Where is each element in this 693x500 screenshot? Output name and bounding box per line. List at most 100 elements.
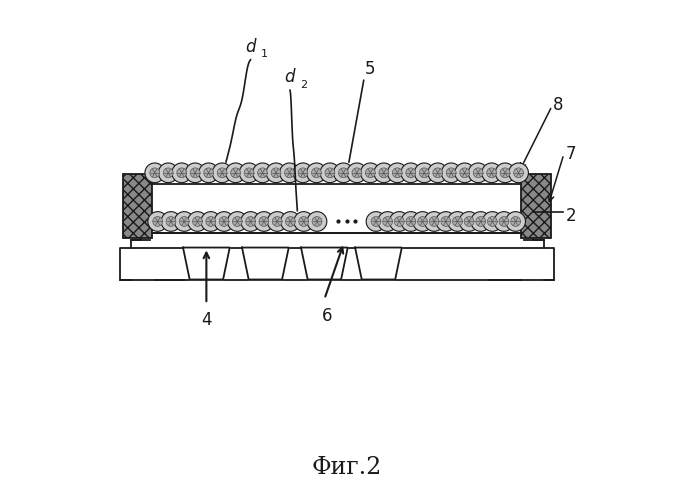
Bar	[521, 174, 550, 238]
Circle shape	[227, 212, 247, 232]
Circle shape	[320, 163, 340, 182]
Circle shape	[428, 163, 448, 182]
Circle shape	[494, 212, 514, 232]
Text: 6: 6	[322, 306, 332, 324]
Circle shape	[244, 168, 254, 177]
Circle shape	[246, 216, 256, 226]
Circle shape	[455, 163, 475, 182]
Circle shape	[179, 216, 189, 226]
Circle shape	[201, 212, 220, 232]
Circle shape	[459, 212, 479, 232]
Circle shape	[159, 163, 178, 182]
Circle shape	[333, 163, 353, 182]
Text: 5: 5	[365, 60, 376, 78]
Polygon shape	[242, 248, 289, 280]
Circle shape	[212, 163, 232, 182]
Circle shape	[166, 216, 176, 226]
Text: Фиг.2: Фиг.2	[311, 456, 382, 478]
Circle shape	[177, 168, 186, 177]
Circle shape	[392, 168, 402, 177]
Circle shape	[379, 168, 389, 177]
Polygon shape	[183, 248, 229, 280]
Text: d: d	[245, 38, 256, 56]
Bar	[150, 184, 523, 233]
Bar	[123, 174, 152, 238]
Circle shape	[150, 168, 159, 177]
Circle shape	[306, 163, 326, 182]
Text: 7: 7	[565, 145, 576, 163]
Circle shape	[338, 168, 349, 177]
Circle shape	[514, 168, 523, 177]
Text: d: d	[284, 68, 295, 86]
Circle shape	[285, 168, 295, 177]
Circle shape	[406, 216, 416, 226]
Circle shape	[374, 163, 394, 182]
Circle shape	[272, 216, 282, 226]
Circle shape	[232, 216, 243, 226]
Circle shape	[299, 216, 308, 226]
Circle shape	[164, 168, 173, 177]
Circle shape	[394, 216, 404, 226]
Circle shape	[441, 163, 461, 182]
Circle shape	[298, 168, 308, 177]
Circle shape	[446, 168, 456, 177]
Circle shape	[188, 212, 207, 232]
Circle shape	[486, 168, 497, 177]
Text: 8: 8	[553, 96, 563, 114]
Circle shape	[161, 212, 181, 232]
Circle shape	[312, 216, 322, 226]
Circle shape	[495, 163, 515, 182]
Circle shape	[148, 212, 168, 232]
Polygon shape	[301, 248, 348, 280]
Circle shape	[500, 168, 510, 177]
Circle shape	[307, 212, 327, 232]
Circle shape	[459, 168, 470, 177]
Circle shape	[424, 212, 444, 232]
Circle shape	[378, 212, 398, 232]
Circle shape	[506, 212, 525, 232]
Circle shape	[293, 163, 313, 182]
Circle shape	[239, 163, 259, 182]
Circle shape	[482, 212, 502, 232]
Circle shape	[487, 216, 498, 226]
Circle shape	[280, 163, 299, 182]
Circle shape	[383, 216, 392, 226]
Circle shape	[453, 216, 462, 226]
Circle shape	[325, 168, 335, 177]
Circle shape	[366, 212, 386, 232]
Circle shape	[240, 212, 261, 232]
Circle shape	[482, 163, 502, 182]
Circle shape	[352, 168, 362, 177]
Circle shape	[193, 216, 202, 226]
Circle shape	[191, 168, 200, 177]
Circle shape	[418, 216, 428, 226]
Circle shape	[175, 212, 194, 232]
Circle shape	[253, 163, 272, 182]
Circle shape	[294, 212, 313, 232]
Circle shape	[436, 212, 456, 232]
Circle shape	[259, 216, 269, 226]
Circle shape	[419, 168, 429, 177]
Circle shape	[231, 168, 240, 177]
Text: 2: 2	[565, 206, 576, 224]
Circle shape	[145, 163, 164, 182]
Circle shape	[226, 163, 245, 182]
Circle shape	[185, 163, 205, 182]
Circle shape	[473, 168, 483, 177]
Circle shape	[214, 212, 234, 232]
Circle shape	[281, 212, 300, 232]
Circle shape	[172, 163, 191, 182]
Circle shape	[365, 168, 376, 177]
Circle shape	[267, 212, 287, 232]
Circle shape	[312, 168, 322, 177]
Circle shape	[499, 216, 509, 226]
Circle shape	[414, 163, 434, 182]
Text: 2: 2	[300, 80, 307, 90]
Circle shape	[204, 168, 213, 177]
Circle shape	[464, 216, 474, 226]
Text: 1: 1	[261, 49, 267, 59]
Circle shape	[152, 216, 163, 226]
Circle shape	[206, 216, 216, 226]
Circle shape	[468, 163, 488, 182]
Circle shape	[389, 212, 409, 232]
